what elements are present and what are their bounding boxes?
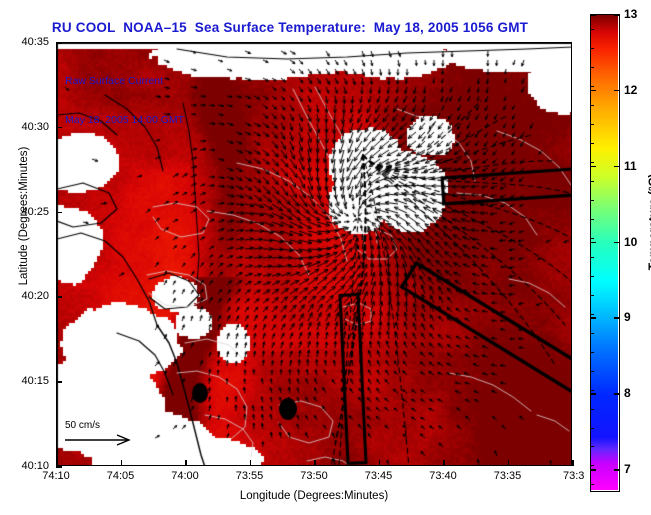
colorbar-minor-tick [591, 105, 594, 107]
colorbar-tick [591, 89, 596, 92]
right-arrow-icon [65, 434, 131, 446]
colorbar-minor-tick [591, 275, 594, 277]
colorbar-tick [591, 393, 596, 395]
colorbar-tick [591, 165, 596, 168]
sst-map-plot: Raw Surface Current May 18, 2005 14:00 G… [56, 42, 572, 466]
colorbar-minor-tick [591, 180, 594, 182]
y-tick-label: 40:35 [21, 36, 49, 48]
y-tick [56, 381, 62, 383]
x-tick-label: 73:55 [235, 470, 264, 482]
colorbar-tick [614, 317, 619, 319]
colorbar-minor-tick [591, 408, 594, 410]
x-tick [572, 460, 574, 466]
x-tick [249, 460, 251, 466]
colorbar-label: Temperature (°C) [646, 173, 651, 271]
y-tick-label: 40:10 [21, 460, 49, 472]
annotation-line-1: Raw Surface Current [65, 75, 164, 87]
x-tick-label: 73:3 [563, 470, 585, 482]
x-tick [507, 460, 509, 466]
x-tick-label: 74:10 [42, 470, 70, 482]
y-tick [56, 126, 62, 129]
colorbar-tick [591, 14, 596, 16]
x-tick [120, 460, 122, 466]
colorbar-minor-tick [591, 86, 594, 88]
current-annotation: Raw Surface Current May 18, 2005 14:00 G… [65, 49, 184, 153]
colorbar-tick-label: 11 [624, 158, 637, 173]
y-tick-label: 40:15 [21, 375, 49, 388]
colorbar-minor-tick [591, 124, 594, 126]
x-axis-label: Longitude (Degrees:Minutes) [239, 490, 389, 502]
colorbar-tick [614, 14, 619, 16]
vector-scale-legend: 50 cm/s [63, 420, 137, 447]
colorbar-minor-tick [591, 29, 594, 31]
colorbar-tick-label: 8 [624, 386, 631, 401]
colorbar-tick-label: 12 [624, 82, 638, 97]
colorbar-minor-tick [591, 218, 594, 220]
y-tick [56, 466, 62, 468]
colorbar-minor-tick [591, 313, 594, 315]
colorbar-minor-tick [591, 332, 594, 334]
colorbar-minor-tick [591, 256, 594, 258]
annotation-line-2: May 18, 2005 14:00 GMT [65, 114, 185, 126]
x-tick-label: 73:40 [429, 470, 457, 482]
y-tick [56, 296, 62, 298]
colorbar-minor-tick [591, 142, 594, 144]
colorbar-minor-tick [591, 237, 594, 239]
x-tick [443, 460, 445, 466]
colorbar-minor-tick [591, 67, 594, 69]
colorbar-tick [591, 241, 596, 244]
x-tick-label: 74:05 [106, 470, 135, 482]
colorbar-minor-tick [591, 427, 594, 429]
x-tick-label: 73:50 [300, 470, 328, 482]
page-title: RU COOL NOAA–15 Sea Surface Temperature:… [51, 20, 529, 35]
colorbar-minor-tick [591, 484, 594, 486]
x-tick-label: 74:00 [171, 470, 199, 482]
colorbar-tick [614, 165, 619, 168]
colorbar-minor-tick [591, 446, 594, 448]
colorbar-minor-tick [591, 294, 594, 296]
colorbar-minor-tick [591, 199, 594, 201]
x-tick [314, 460, 316, 466]
sst-heatmap-canvas [57, 43, 571, 465]
y-tick [56, 211, 62, 214]
colorbar-tick [591, 469, 596, 471]
y-tick [56, 42, 62, 44]
x-tick-label: 73:35 [493, 470, 522, 482]
colorbar-tick [614, 89, 619, 92]
colorbar-tick [614, 241, 619, 244]
colorbar-tick-label: 9 [624, 310, 631, 325]
vector-scale-label: 50 cm/s [65, 420, 101, 431]
colorbar-tick-label: 7 [624, 462, 631, 477]
x-tick [378, 460, 380, 466]
y-tick-label: 40:25 [21, 205, 49, 218]
colorbar-tick-label: 13 [624, 7, 638, 21]
colorbar-tick [614, 469, 619, 471]
colorbar [590, 14, 620, 492]
colorbar-tick [614, 393, 619, 395]
colorbar-minor-tick [591, 370, 594, 372]
colorbar-gradient [591, 15, 618, 490]
y-tick-label: 40:20 [21, 290, 49, 303]
x-tick [185, 460, 187, 466]
colorbar-tick [591, 317, 596, 319]
x-tick [56, 460, 58, 466]
colorbar-tick-label: 10 [624, 234, 638, 249]
x-tick-label: 73:45 [364, 470, 393, 482]
colorbar-minor-tick [591, 48, 594, 50]
colorbar-minor-tick [591, 161, 594, 163]
y-tick-label: 40:30 [21, 120, 49, 133]
colorbar-minor-tick [591, 465, 594, 467]
colorbar-minor-tick [591, 351, 594, 353]
colorbar-minor-tick [591, 389, 594, 391]
